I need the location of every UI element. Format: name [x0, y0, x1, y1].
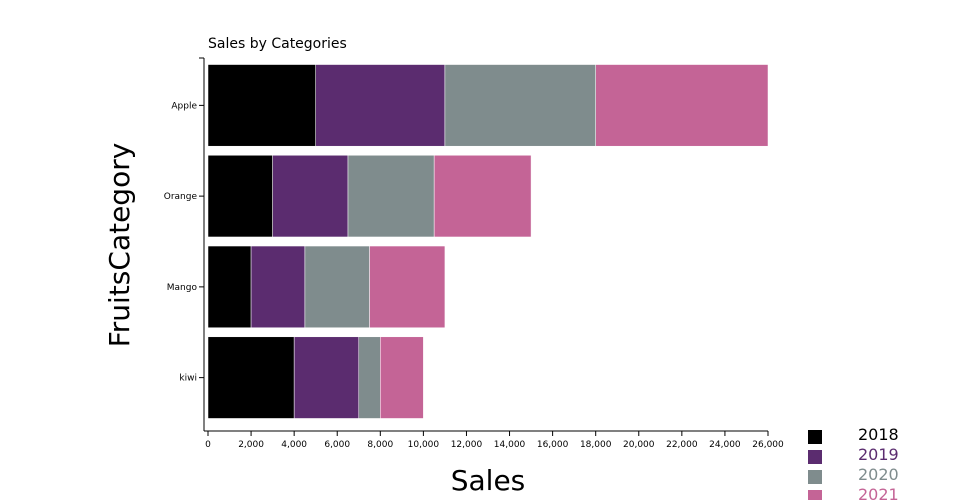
legend-swatch-2021 — [808, 490, 822, 500]
legend-label-2019: 2019 — [858, 445, 899, 464]
bars-layer — [207, 64, 769, 419]
axes-layer — [203, 58, 768, 432]
legend-swatch-2019 — [808, 450, 822, 464]
bar-orange-2019 — [272, 155, 349, 238]
x-tick-label: 0 — [205, 440, 211, 450]
legend-swatch-2018 — [808, 430, 822, 444]
bar-kiwi-2020 — [358, 336, 381, 419]
x-tick-label: 8,000 — [367, 440, 393, 450]
bar-mango-2019 — [250, 245, 306, 328]
x-tick-label: 14,000 — [494, 440, 526, 450]
x-tick-label: 10,000 — [408, 440, 440, 450]
x-tick-label: 18,000 — [580, 440, 612, 450]
legend-swatch-2020 — [808, 470, 822, 484]
x-axis-title: Sales — [451, 464, 526, 497]
x-ticks: 0 2,000 4,000 6,000 8,000 10,000 12,000 14,000 1… — [205, 431, 784, 450]
x-tick-label: 20,000 — [623, 440, 655, 450]
y-axis-title: FruitsCategory — [103, 143, 136, 348]
y-ticks: Apple Orange Mango kiwi — [164, 57, 204, 384]
legend-label-2020: 2020 — [858, 465, 899, 484]
bar-mango-2021 — [369, 245, 446, 328]
bar-orange-2020 — [347, 155, 435, 238]
y-tick-label-apple: Apple — [171, 101, 197, 111]
chart-title: Sales by Categories — [208, 36, 347, 52]
y-tick-label-kiwi: kiwi — [179, 374, 197, 384]
x-tick-label: 2,000 — [238, 440, 264, 450]
x-tick-label: 4,000 — [281, 440, 307, 450]
y-tick-label-mango: Mango — [167, 283, 198, 293]
bar-apple-2018 — [207, 64, 316, 147]
legend-label-2021: 2021 — [858, 485, 899, 500]
bar-apple-2020 — [444, 64, 596, 147]
x-tick-label: 6,000 — [324, 440, 350, 450]
x-tick-label: 16,000 — [537, 440, 569, 450]
legend-label-2018: 2018 — [858, 425, 899, 444]
bar-kiwi-2021 — [380, 336, 424, 419]
bar-apple-2019 — [315, 64, 446, 147]
bar-mango-2020 — [304, 245, 370, 328]
bar-kiwi-2018 — [207, 336, 295, 419]
x-tick-label: 26,000 — [752, 440, 784, 450]
bar-mango-2018 — [207, 245, 252, 328]
x-tick-label: 22,000 — [666, 440, 698, 450]
x-tick-label: 24,000 — [709, 440, 741, 450]
x-tick-label: 12,000 — [451, 440, 483, 450]
bar-orange-2021 — [433, 155, 532, 238]
bar-orange-2018 — [207, 155, 273, 238]
bar-apple-2021 — [595, 64, 769, 147]
y-tick-label-orange: Orange — [164, 192, 198, 202]
bar-kiwi-2019 — [293, 336, 360, 419]
